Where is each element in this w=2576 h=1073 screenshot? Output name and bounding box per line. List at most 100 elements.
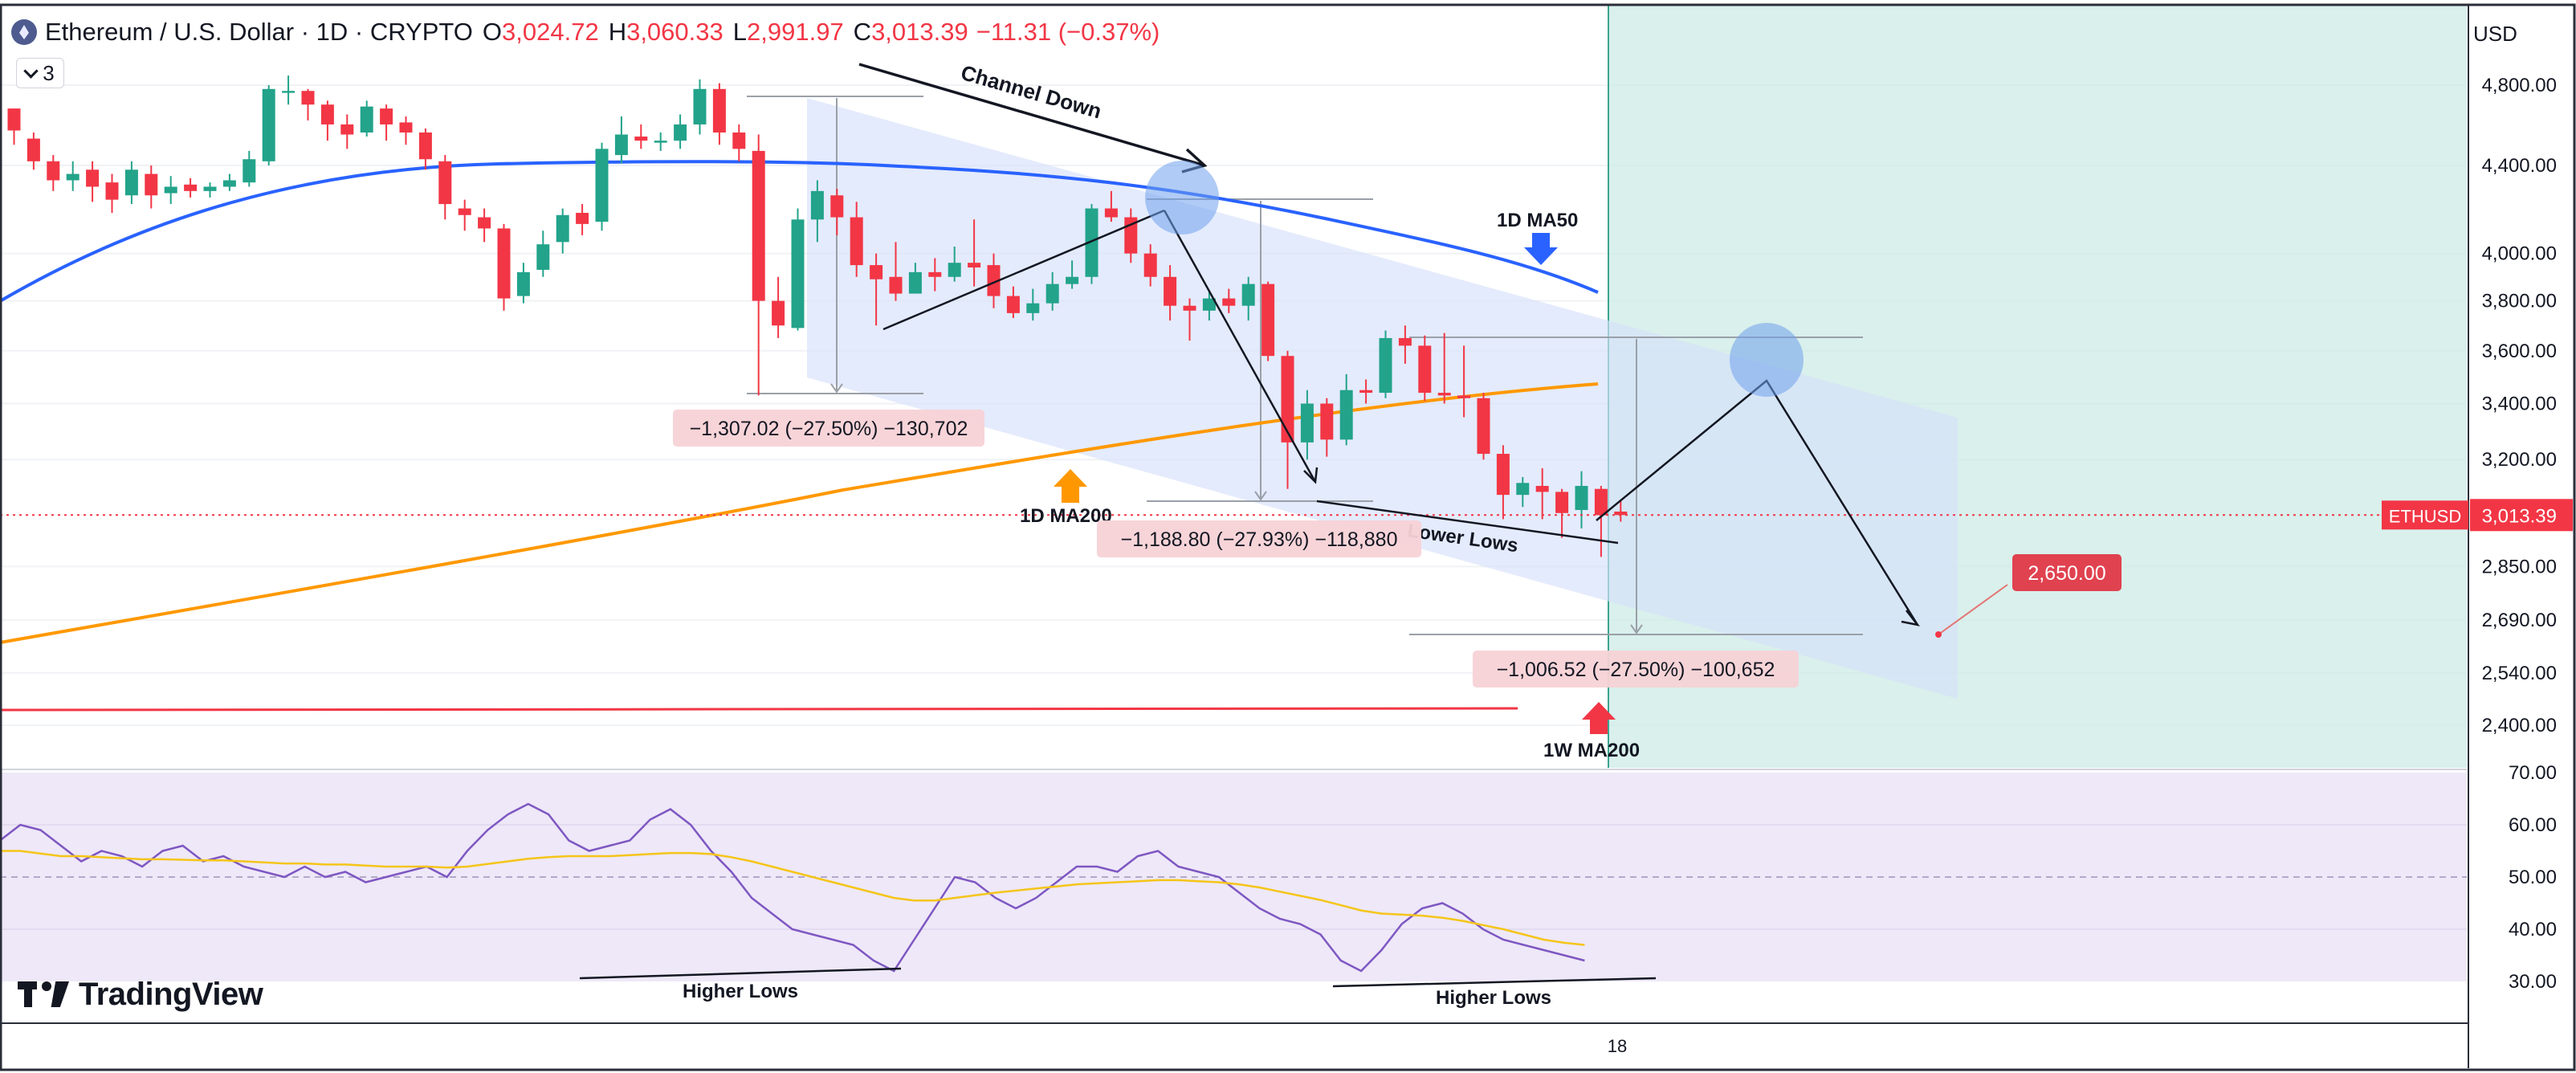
candle [301,91,315,105]
last-price-badge: 3,013.39 [2482,505,2557,527]
candle [1398,337,1412,346]
candle [889,276,903,294]
candle [320,104,334,124]
higher-lows-label-1: Higher Lows [683,981,798,1002]
rsi-tick-label: 40.00 [2509,919,2557,940]
rsi-tick-label: 50.00 [2509,867,2557,888]
candle [1359,390,1373,394]
currency-selector[interactable]: USD [2473,21,2517,46]
forecast-arrowhead [1901,610,1921,626]
candle [1320,403,1334,440]
candle [556,214,569,243]
target-price-box [2012,554,2122,591]
candle [1339,390,1353,440]
top-highlight-circle [1145,161,1219,235]
candle [1183,305,1196,311]
frame-border [0,3,2576,1071]
candle [222,180,236,187]
higher-lows-label-2: Higher Lows [1436,987,1551,1009]
candle [1202,298,1216,311]
candle [380,108,393,124]
measure-label-box [673,410,984,447]
candle [340,124,354,135]
candle [634,137,648,141]
candle [987,265,1001,296]
candle [145,173,158,196]
candle [399,122,413,133]
rsi-divergence-line-2 [1332,977,1657,988]
measure-arrowhead-0 [830,383,843,394]
candle [1594,488,1608,516]
price-tick-label: 3,400.00 [2482,394,2557,415]
candle [968,263,981,268]
price-tick-label: 4,800.00 [2482,75,2557,96]
candle [1104,208,1118,218]
candle [1006,296,1020,313]
tradingview-logo: TradingView [18,975,263,1014]
candle [752,150,765,301]
chevron-down-icon [23,63,39,79]
candle [105,182,119,200]
open-value: 3,024.72 [502,18,599,46]
candle [66,173,79,181]
candle [1555,492,1569,513]
measure-label-box [1473,651,1799,687]
candle [1085,208,1098,277]
candle [810,190,824,220]
candle [1437,393,1451,396]
candle [1477,398,1490,455]
symbol-title[interactable]: Ethereum / U.S. Dollar · 1D · CRYPTO [45,18,473,46]
price-tick-label: 2,400.00 [2482,715,2557,736]
measure-label-drop2: −1,188.80 (−27.93%) −118,880 [1121,528,1398,551]
ma50-arrow-icon [1524,233,1558,265]
symbol-badge: ETHUSD [2389,506,2461,526]
w-ma200-line [0,707,1518,712]
candle [614,134,628,156]
candle [674,124,687,141]
w-ma200-label: 1W MA200 [1543,740,1640,761]
candle [830,195,844,218]
price-tick-label: 4,000.00 [2482,243,2557,265]
candle [1066,276,1079,284]
indicator-count: 3 [43,60,55,85]
candle [497,228,511,299]
forecast-highlight-circle [1730,323,1804,397]
price-tick-label: 4,400.00 [2482,155,2557,177]
candle [1262,284,1275,357]
low-value: 2,991.97 [747,18,844,46]
close-value: 3,013.39 [871,18,968,46]
candle [1045,284,1059,304]
price-tick-label: 2,690.00 [2482,610,2557,631]
measure-label-box [1097,520,1421,557]
candle [164,186,177,194]
ma50-label: 1D MA50 [1497,210,1578,231]
candle [1418,345,1432,394]
candle [908,271,922,294]
price-tick-label: 2,850.00 [2482,556,2557,577]
candle [1241,284,1255,306]
candle [7,108,21,131]
candle [1614,511,1628,516]
high-value: 3,060.33 [626,18,723,46]
price-tick-label: 2,540.00 [2482,663,2557,684]
candle [536,244,550,270]
candle [870,265,883,279]
candle [712,88,726,133]
candle [1281,356,1294,443]
candle [418,132,432,160]
candle [1575,486,1588,510]
channel-down-arrow [858,63,1205,167]
close-label: C [853,18,872,46]
d-ma50-line [0,160,1599,303]
candle [438,161,452,205]
price-tick-label: 3,600.00 [2482,341,2557,362]
rsi-line [0,802,1585,973]
rsi-ma-line [0,850,1585,946]
candle [1300,403,1314,443]
candle [1457,395,1471,398]
candle [791,219,805,328]
open-label: O [482,18,503,46]
target-price-label: 2,650.00 [2028,562,2105,585]
indicators-toggle-button[interactable]: 3 [16,58,64,88]
